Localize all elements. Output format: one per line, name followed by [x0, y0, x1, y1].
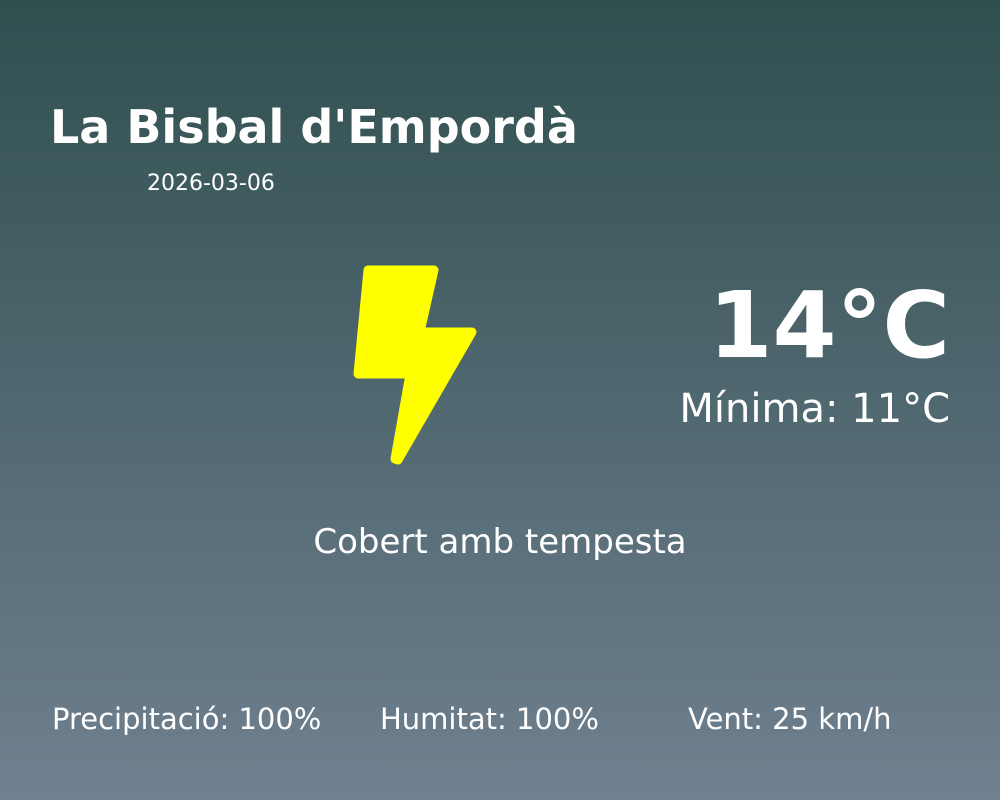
weather-condition: Cobert amb tempesta	[313, 522, 687, 562]
minimum-temperature: Mínima: 11°C	[679, 386, 950, 432]
current-temperature: 14°C	[708, 272, 950, 379]
lightning-bolt-icon	[353, 265, 477, 465]
city-name: La Bisbal d'Empordà	[50, 100, 578, 154]
wind-stat: Vent: 25 km/h	[688, 702, 892, 736]
forecast-date: 2026-03-06	[147, 171, 275, 196]
humidity-stat: Humitat: 100%	[380, 702, 599, 736]
precipitation-stat: Precipitació: 100%	[52, 702, 322, 736]
